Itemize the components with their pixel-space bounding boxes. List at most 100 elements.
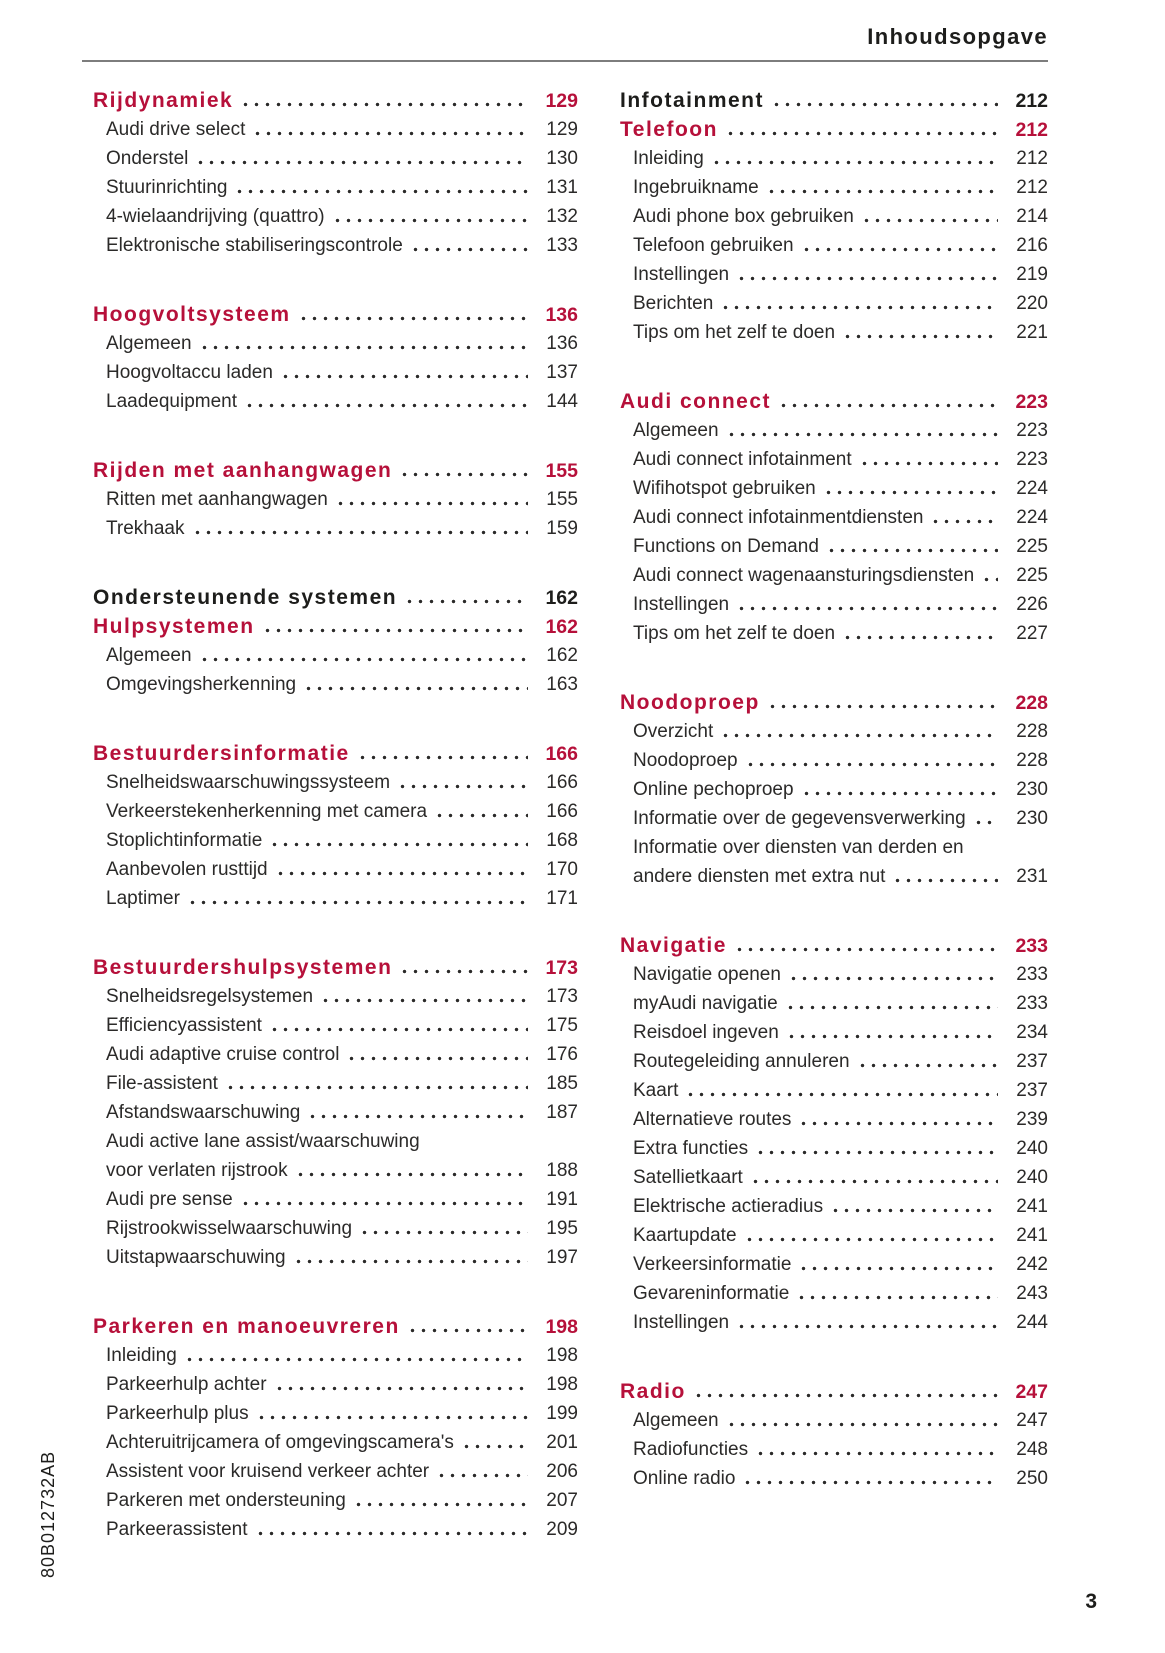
toc-entry-label: Navigatie (620, 934, 727, 957)
toc-entry-label: Instellingen (633, 594, 730, 615)
toc-page-number: 233 (1015, 935, 1048, 957)
toc-page-number: 219 (1016, 264, 1048, 285)
toc-page-number: 185 (546, 1073, 578, 1094)
toc-section: Radio 247 Algemeen 247 Radiofuncties 248 Onlin… (620, 1377, 1048, 1493)
toc-entry-row: Algemeen 136 (93, 329, 578, 358)
toc-leader-dots (404, 583, 528, 612)
toc-entry-label: Parkeren en manoeuvreren (93, 1315, 400, 1338)
toc-page-number: 144 (546, 391, 578, 412)
toc-page-number: 214 (1016, 206, 1048, 227)
print-code: 80B012732AB (38, 1450, 58, 1578)
toc-section-header-row: Navigatie 233 (620, 931, 1048, 960)
toc-entry-label: Berichten (633, 293, 714, 314)
toc-entry-label: Kaartupdate (633, 1225, 737, 1246)
toc-entry-row: Omgevingsherkenning 163 (93, 670, 578, 699)
toc-entry-label: Laptimer (106, 888, 180, 909)
toc-entry-row: Noodoproep 228 (620, 746, 1048, 775)
toc-section: Rijden met aanhangwagen 155 Ritten met aan… (93, 456, 578, 543)
toc-section-header-row: Hulpsystemen 162 (93, 612, 578, 641)
toc-entry-label: Kaart (633, 1080, 679, 1101)
toc-leader-dots (240, 86, 528, 115)
toc-section-header-row: Infotainment 212 (620, 86, 1048, 115)
toc-entry-label: 4-wielaandrijving (quattro) (106, 206, 325, 227)
toc-entry-label: Onderstel (106, 148, 189, 169)
toc-entry-label: Laadequipment (106, 391, 237, 412)
toc-entry-label: voor verlaten rijstrook (106, 1160, 288, 1181)
toc-entry-label: Telefoon gebruiken (633, 235, 794, 256)
toc-leader-dots (186, 884, 528, 913)
toc-leader-dots (725, 416, 998, 445)
toc-entry-label: Hoogvoltsysteem (93, 303, 291, 326)
toc-entry-row: Kaartupdate 241 (620, 1221, 1048, 1250)
toc-entry-label: Ritten met aanhangwagen (106, 489, 328, 510)
toc-section-header-row: Bestuurdershulpsystemen 173 (93, 953, 578, 982)
toc-section-header-row: Rijdynamiek 129 (93, 86, 578, 115)
toc-page-number: 247 (1016, 1410, 1048, 1431)
toc-page-number: 198 (545, 1316, 578, 1338)
toc-leader-dots (359, 1214, 528, 1243)
toc-leader-dots (195, 144, 528, 173)
toc-leader-dots (409, 231, 528, 260)
toc-section: Ondersteunende systemen 162 Hulpsystemen 16… (93, 583, 578, 699)
toc-leader-dots (406, 1312, 528, 1341)
toc-section-header-row: Bestuurdersinformatie 166 (93, 739, 578, 768)
toc-section-header-row: Noodoproep 228 (620, 688, 1048, 717)
toc-page-number: 136 (545, 304, 578, 326)
toc-section: Noodoproep 228 Overzicht 228 Noodoproep 228 On… (620, 688, 1048, 891)
toc-entry-row-wrap-first: Audi active lane assist/waarschuwing (93, 1127, 578, 1156)
toc-entry-row: Audi phone box gebruiken 214 (620, 202, 1048, 231)
toc-entry-row: Instellingen 219 (620, 260, 1048, 289)
toc-page-number: 226 (1016, 594, 1048, 615)
toc-page-number: 225 (1016, 536, 1048, 557)
page-title: Inhoudsopgave (867, 24, 1048, 49)
toc-leader-dots (434, 797, 528, 826)
toc-entry-row: Audi drive select 129 (93, 115, 578, 144)
toc-page-number: 228 (1015, 692, 1048, 714)
toc-section-header-row: Rijden met aanhangwagen 155 (93, 456, 578, 485)
toc-entry-label: Satellietkaart (633, 1167, 743, 1188)
toc-entry-row: 4-wielaandrijving (quattro) 132 (93, 202, 578, 231)
toc-leader-dots (749, 1163, 998, 1192)
toc-leader-dots (743, 1221, 998, 1250)
toc-leader-dots (742, 1464, 998, 1493)
toc-page-number: 187 (546, 1102, 578, 1123)
toc-entry-label: Online radio (633, 1468, 736, 1489)
toc-page-number: 188 (546, 1160, 578, 1181)
toc-page-number: 176 (546, 1044, 578, 1065)
toc-leader-dots (736, 590, 998, 619)
toc-entry-label: Hulpsystemen (93, 615, 255, 638)
toc-entry-label: Tips om het zelf te doen (633, 623, 836, 644)
toc-page-number: 240 (1016, 1138, 1048, 1159)
toc-leader-dots (736, 1308, 998, 1337)
toc-leader-dots (183, 1341, 528, 1370)
toc-page-number: 241 (1016, 1225, 1048, 1246)
toc-entry-label: Tips om het zelf te doen (633, 322, 836, 343)
toc-entry-label: Radiofuncties (633, 1439, 749, 1460)
toc-page-number: 237 (1016, 1051, 1048, 1072)
toc-entry-row: Snelheidswaarschuwingssysteem 166 (93, 768, 578, 797)
toc-entry-label: Inleiding (106, 1345, 177, 1366)
toc-page-number: 133 (546, 235, 578, 256)
toc-entry-label: Elektrische actieradius (633, 1196, 824, 1217)
toc-entry-label: Verkeerstekenherkenning met camera (106, 801, 428, 822)
toc-entry-row: Parkeren met ondersteuning 207 (93, 1486, 578, 1515)
toc-section: Navigatie 233 Navigatie openen 233 myAudi na… (620, 931, 1048, 1337)
toc-entry-label: Rijdynamiek (93, 89, 234, 112)
toc-leader-dots (244, 387, 528, 416)
toc-entry-label: Snelheidsregelsystemen (106, 986, 314, 1007)
toc-page-number: 250 (1016, 1468, 1048, 1489)
toc-page-number: 223 (1016, 449, 1048, 470)
toc-page-number: 241 (1016, 1196, 1048, 1217)
toc-leader-dots (858, 445, 998, 474)
toc-leader-dots (234, 173, 528, 202)
toc-leader-dots (787, 960, 998, 989)
toc-entry-label: Algemeen (633, 1410, 719, 1431)
toc-page-number: 166 (546, 772, 578, 793)
toc-page-number: 228 (1016, 750, 1048, 771)
toc-leader-dots (842, 619, 998, 648)
toc-entry-row: Instellingen 226 (620, 590, 1048, 619)
toc-page-number: 243 (1016, 1283, 1048, 1304)
toc-column-right: Infotainment 212 Telefoon 212 Inleiding 212 In… (620, 86, 1048, 1493)
toc-leader-dots (198, 329, 528, 358)
toc-entry-label: Bestuurdershulpsystemen (93, 956, 393, 979)
